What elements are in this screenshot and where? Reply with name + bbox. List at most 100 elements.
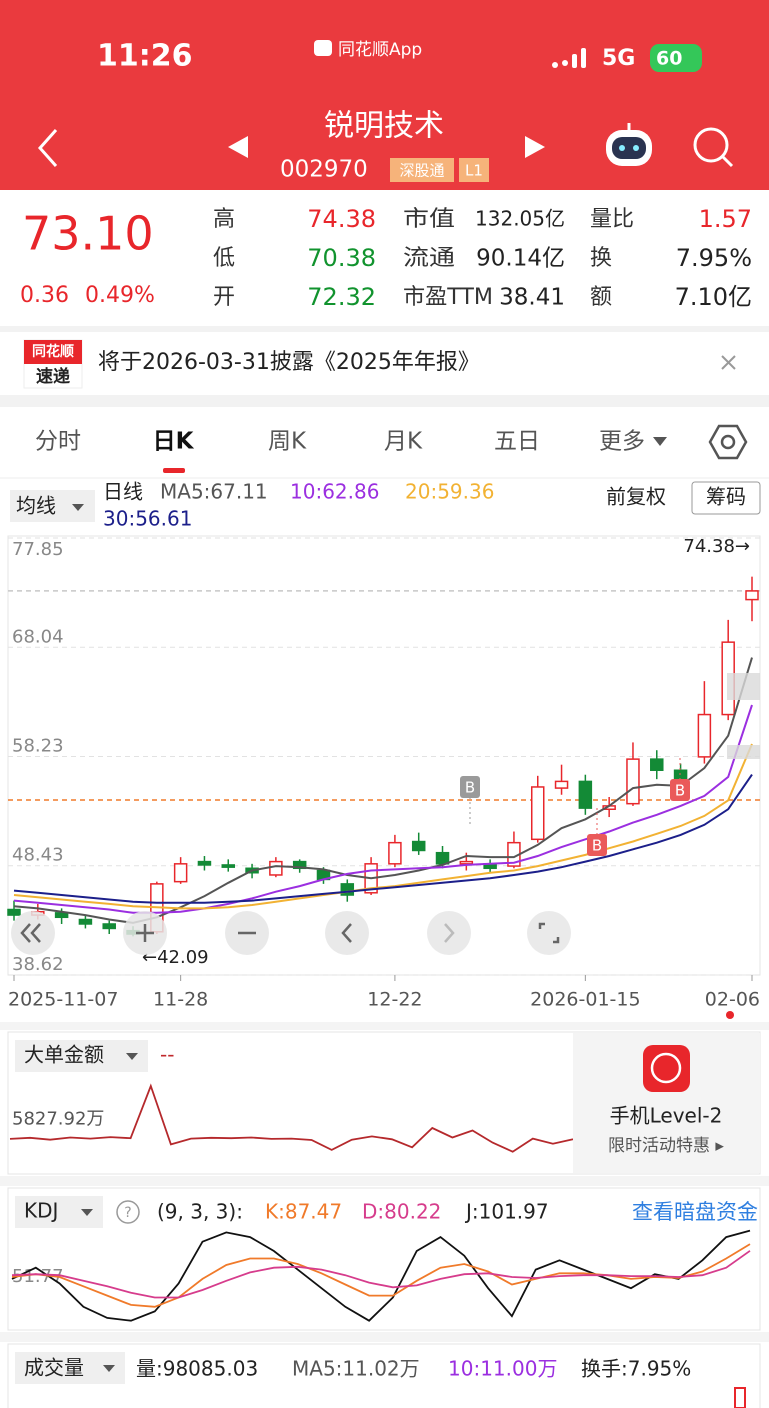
settings-button[interactable] [708,424,748,460]
annotation: 74.38→ [683,536,750,557]
tab[interactable]: 月K [384,429,423,455]
y-tick-label: 51.77 [12,1266,64,1287]
divider [0,326,769,332]
dark-pool-link[interactable]: 查看暗盘资金 [632,1200,758,1224]
volume-turnover: 换手:7.95% [581,1357,691,1381]
stock-code: 002970 [280,157,368,183]
promo-sub[interactable]: 限时活动特惠 ▸ [608,1136,724,1156]
volume-ma10: 10:11.00万 [448,1357,557,1381]
quote-label: 流通 [403,246,455,271]
kdj-params: (9, 3, 3): [157,1200,243,1224]
quote-value: 90.14亿 [476,246,565,272]
price-zone [727,745,760,759]
header-bg [0,0,769,190]
candle-body [435,851,450,865]
assistant-icon[interactable] [606,123,652,166]
tab[interactable]: 更多 [599,429,645,455]
chips-button-bg[interactable] [691,481,761,515]
status-network: 5G [602,46,635,71]
dropdown-arrow [72,504,84,511]
tab[interactable]: 分时 [35,429,81,455]
big-order-line [9,1083,574,1153]
indicator-name[interactable]: 成交量 [24,1356,84,1380]
candle-body [626,758,640,805]
quote-value: 72.32 [307,283,376,311]
quote-label: 高 [213,207,235,232]
candle-body [197,860,212,866]
dropdown-arrow [81,1209,93,1216]
chips-button[interactable]: 筹码 [706,485,746,509]
indicator-name[interactable]: KDJ [24,1199,58,1223]
candle-body [697,713,712,758]
battery [650,44,702,72]
promo-title[interactable]: 手机Level-2 [610,1104,723,1128]
zoom-button[interactable] [427,911,471,955]
candle-body [459,860,474,865]
tab[interactable]: 周K [268,429,307,455]
kdj-j: J:101.97 [464,1200,549,1224]
tab[interactable]: 五日 [494,429,540,455]
help-icon[interactable] [116,1200,140,1224]
kdj-line [11,1250,751,1299]
adjust-button[interactable]: 前复权 [606,485,666,509]
x-tick-label: 11-28 [153,989,208,1011]
zoom-button[interactable] [325,911,369,955]
kline-frame [7,535,761,976]
kline-chart: 77.85 68.04 58.23 48.43 38.62 2025-11-07 11-28… [7,536,760,1011]
y-tick-label: 77.85 [12,539,64,560]
next-stock[interactable] [525,136,545,158]
divider [0,1022,769,1030]
ma30-label: 30:56.61 [103,507,192,531]
quote-label: 量比 [590,207,634,232]
ma-line [13,704,753,914]
quote-label: 市值 [403,207,455,232]
annotation: ←42.09 [142,947,209,968]
quote-label: 市盈TTM [403,285,493,310]
status-app: 同花顺App [338,40,422,60]
zoom-button[interactable] [527,911,571,955]
candle-body [292,860,307,870]
candle-body [388,841,402,865]
divider [0,1176,769,1186]
indicator-name[interactable]: 大单金额 [24,1043,104,1067]
back-button[interactable] [37,129,58,167]
quote-value: 1.57 [699,205,752,233]
panel-frame [7,1343,761,1408]
zoom-icons [20,922,560,944]
dropdown-arrow [103,1365,115,1372]
trade-marker: B [592,837,602,855]
ma-button[interactable]: 均线 [16,494,56,518]
ma-line [13,774,753,904]
y-tick-label: 48.43 [12,845,64,866]
kdj-d: D:80.22 [362,1200,441,1224]
notice-logo-text: 速递 [36,366,70,387]
indicator-value: -- [160,1043,174,1067]
kdj-line [11,1243,751,1308]
status-time: 11:26 [97,39,193,74]
notice-text[interactable]: 将于2026-03-31披露《2025年年报》 [98,350,480,375]
divider [0,395,769,407]
kdj-k: K:87.47 [265,1200,342,1224]
y-tick-label: 5827.92万 [12,1108,104,1129]
candle-body [650,758,664,772]
search-button[interactable] [693,127,734,168]
notice-logo-text: 同花顺 [32,343,74,360]
trade-marker: B [675,782,685,800]
candle-body [578,780,593,809]
kdj-line [11,1229,751,1322]
tab[interactable]: 日K [153,429,195,455]
quote-value: 70.38 [307,244,376,272]
ma20-label: 20:59.36 [405,480,494,504]
dropdown-arrow [126,1053,138,1060]
candle-body [102,923,116,930]
tag-bg [459,158,489,182]
more-arrow [653,437,667,446]
indicator-button-bg[interactable] [15,1040,148,1072]
kdj-chart: 51.77 [11,1229,751,1322]
quote-label: 开 [213,285,235,310]
x-tick-label: 02-06 [705,989,760,1011]
x-tick-label: 2026-01-15 [530,989,640,1011]
notice-close[interactable] [721,355,736,370]
prev-stock[interactable] [228,136,248,158]
